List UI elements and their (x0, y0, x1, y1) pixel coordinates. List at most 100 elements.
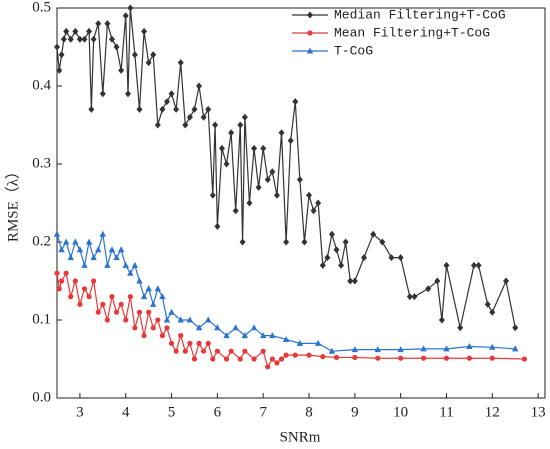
marker (123, 317, 129, 323)
marker (333, 246, 340, 254)
marker (489, 355, 495, 361)
marker (113, 309, 120, 315)
marker (241, 332, 249, 339)
marker (388, 254, 395, 262)
marker (177, 316, 184, 323)
marker (76, 35, 83, 43)
marker (108, 246, 116, 253)
marker (223, 332, 230, 339)
marker (109, 294, 115, 300)
marker (269, 332, 276, 339)
marker (163, 316, 171, 323)
marker (209, 191, 216, 199)
x-tick-label: 4 (122, 404, 130, 420)
marker (150, 51, 157, 59)
marker (141, 27, 148, 35)
marker (164, 325, 170, 331)
marker (53, 230, 61, 237)
marker (307, 11, 313, 19)
marker (438, 316, 445, 324)
marker (182, 121, 189, 129)
marker (145, 285, 152, 292)
x-tick-label: 12 (485, 404, 500, 420)
marker (470, 261, 477, 269)
marker (122, 12, 129, 20)
marker (177, 59, 184, 67)
marker (127, 4, 134, 12)
marker (195, 324, 203, 331)
marker (379, 238, 386, 246)
marker (90, 254, 97, 261)
marker (56, 286, 62, 292)
marker (425, 285, 432, 293)
marker (117, 246, 125, 253)
marker (150, 325, 156, 331)
marker (512, 324, 519, 332)
marker (443, 345, 450, 352)
marker (91, 278, 97, 284)
marker (306, 352, 312, 358)
marker (67, 35, 74, 43)
marker (370, 230, 377, 238)
marker (242, 348, 248, 354)
marker (301, 238, 308, 246)
marker (352, 354, 358, 361)
marker (60, 35, 67, 43)
marker (434, 277, 441, 285)
marker (320, 354, 326, 360)
marker (333, 354, 340, 361)
marker (68, 294, 74, 300)
marker (406, 293, 413, 301)
marker (95, 309, 101, 315)
marker (228, 129, 235, 137)
marker (315, 199, 322, 207)
marker (503, 277, 510, 285)
marker (191, 356, 198, 362)
marker (259, 332, 267, 339)
marker (475, 261, 482, 269)
y-tick-label: 0.5 (32, 0, 51, 15)
marker (466, 343, 473, 350)
x-tick-label: 8 (305, 404, 313, 420)
series-line (56, 7, 516, 328)
marker (163, 98, 170, 106)
marker (374, 346, 381, 353)
marker (342, 238, 349, 246)
legend-label: T-CoG (334, 43, 373, 58)
marker (186, 316, 194, 323)
x-tick-label: 5 (168, 404, 176, 420)
marker (457, 324, 464, 332)
marker (136, 105, 143, 113)
marker (484, 300, 491, 308)
marker (398, 355, 404, 361)
marker (99, 230, 107, 237)
marker (265, 364, 271, 370)
marker (324, 254, 331, 262)
marker (443, 355, 450, 361)
marker (77, 301, 83, 307)
marker (246, 199, 253, 207)
marker (81, 35, 88, 43)
marker (397, 254, 404, 262)
marker (72, 278, 78, 284)
x-tick-label: 11 (439, 404, 453, 420)
marker (122, 261, 129, 268)
y-tick-label: 0.1 (32, 311, 51, 327)
marker (296, 176, 303, 184)
marker (146, 309, 152, 315)
legend-label: Mean Filtering+T-CoG (334, 25, 490, 40)
marker (310, 207, 317, 215)
marker (328, 347, 336, 354)
x-tick-label: 7 (259, 404, 267, 420)
marker (168, 308, 175, 315)
marker (63, 27, 70, 35)
marker (99, 90, 106, 98)
x-tick-label: 13 (531, 404, 546, 420)
marker (466, 355, 472, 361)
marker (86, 27, 93, 35)
marker (104, 317, 111, 323)
marker (159, 333, 165, 339)
marker (67, 254, 74, 261)
x-tick-label: 10 (393, 404, 408, 420)
